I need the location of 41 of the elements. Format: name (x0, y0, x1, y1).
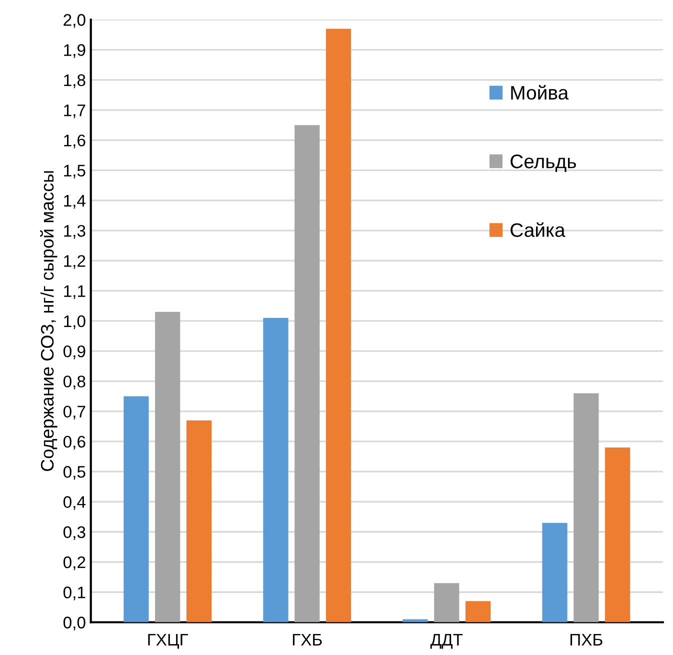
legend-label: Сайка (510, 222, 566, 238)
bar (155, 312, 180, 622)
bar (402, 619, 428, 622)
y-tick-label: 0,4 (63, 496, 86, 510)
y-tick-label: 0,0 (63, 616, 86, 630)
legend-label: Сельдь (510, 154, 576, 172)
y-tick-label: 1,5 (64, 164, 86, 178)
bar (434, 583, 460, 622)
y-tick-label: 1,0 (64, 315, 86, 330)
bar (186, 420, 212, 622)
bar (574, 393, 599, 622)
y-tick-label: 1,2 (64, 255, 86, 269)
bar (465, 601, 491, 622)
y-tick-label: 1,8 (64, 74, 86, 88)
y-tick-label: 0,1 (63, 586, 86, 600)
y-tick-label: 0,5 (63, 466, 86, 480)
bar (326, 28, 352, 622)
y-tick-label: 1,7 (64, 104, 86, 118)
bar (124, 396, 149, 622)
bar (263, 318, 288, 622)
y-tick-label: 1,1 (64, 285, 86, 299)
bar (542, 522, 568, 622)
x-tick-label: ПХБ (570, 634, 602, 646)
y-tick-label: 0,9 (63, 345, 86, 360)
y-tick-label: 0,2 (63, 556, 86, 570)
y-tick-label: 1,9 (64, 44, 86, 58)
y-tick-label: 0,8 (63, 376, 86, 390)
y-tick-label: 0,3 (63, 526, 86, 540)
y-tick-label: 2,0 (64, 14, 86, 28)
legend-label: Мойва (511, 85, 569, 100)
bar (294, 125, 320, 622)
y-tick-label: 1,3 (64, 224, 86, 239)
x-tick-label: ГХБ (292, 634, 322, 646)
y-tick-label: 1,4 (64, 195, 86, 209)
bar (605, 447, 630, 622)
y-tick-label: 1,6 (64, 134, 86, 148)
x-tick-label: ГХЦГ (148, 634, 188, 649)
x-tick-label: ДДТ (430, 634, 463, 649)
y-tick-label: 0,7 (63, 406, 86, 420)
y-axis-title: Содержание СОЗ, нг/г сырой массы (40, 171, 58, 472)
y-tick-label: 0,6 (63, 436, 86, 450)
